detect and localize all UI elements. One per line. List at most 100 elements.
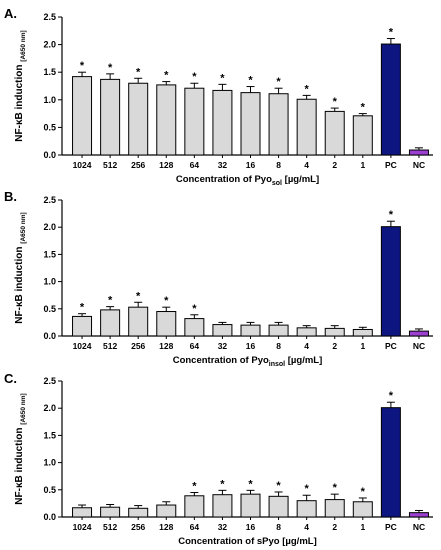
significance-star: * — [108, 295, 113, 307]
y-tick-label: 1.5 — [43, 430, 56, 440]
x-tick-label: 2 — [332, 341, 337, 351]
bar-16 — [240, 493, 261, 518]
significance-star: * — [136, 66, 141, 78]
significance-star: * — [108, 62, 113, 74]
bar-256 — [128, 306, 149, 337]
significance-star: * — [389, 209, 394, 221]
y-tick-label: 0.5 — [43, 304, 56, 314]
bar-16 — [240, 324, 261, 337]
x-tick-label: 8 — [276, 160, 281, 170]
bar-128 — [156, 84, 177, 156]
bar-1 — [352, 115, 373, 156]
y-tick-label: 0.5 — [43, 485, 56, 495]
x-tick-label: 1024 — [73, 341, 92, 351]
x-axis-label: Concentration of Pyoinsol [µg/mL] — [173, 355, 323, 368]
bar-16 — [240, 92, 261, 156]
panel-label: B. — [4, 189, 17, 204]
x-tick-label: 512 — [103, 522, 117, 532]
chart-panel-1: A. 0.0 0.5 1.0 1.5 2.0 2.5 NF-κB induction [A65… — [4, 6, 433, 187]
bar-2 — [324, 110, 345, 156]
significance-star: * — [164, 70, 169, 82]
x-tick-label: NC — [413, 341, 425, 351]
significance-star: * — [192, 481, 197, 493]
x-axis-label: Concentration of sPyo [µg/mL] — [178, 536, 316, 547]
panel-label: C. — [4, 371, 17, 386]
significance-star: * — [192, 71, 197, 83]
panel-label: A. — [4, 6, 17, 21]
x-tick-label: 32 — [218, 341, 228, 351]
bar-2 — [324, 327, 345, 337]
x-tick-label: NC — [413, 522, 425, 532]
significance-star: * — [333, 482, 338, 494]
y-axis-label: NF-κB induction [A650 nm] — [14, 393, 27, 504]
bar-512 — [100, 78, 121, 156]
x-tick-label: NC — [413, 160, 425, 170]
bar-4 — [296, 500, 317, 518]
x-tick-label: 32 — [218, 160, 228, 170]
bar-64 — [184, 318, 205, 337]
bar-1024 — [72, 76, 93, 156]
significance-star: * — [276, 76, 281, 88]
bar-32 — [212, 89, 233, 156]
bar-4 — [296, 98, 317, 156]
significance-star: * — [389, 390, 394, 402]
bar-128 — [156, 504, 177, 518]
chart-panel-3: C. 0.0 0.5 1.0 1.5 2.0 2.5 NF-κB induction [A65… — [4, 371, 433, 547]
x-tick-label: 16 — [246, 522, 256, 532]
bar-128 — [156, 311, 177, 337]
y-tick-label: 1.5 — [43, 67, 56, 77]
chart-panel-2: B. 0.0 0.5 1.0 1.5 2.0 2.5 NF-κB induction [A65… — [4, 189, 433, 368]
x-axis-label: Concentration of Pyosol [µg/mL] — [176, 174, 319, 187]
significance-star: * — [248, 478, 253, 490]
bar-512 — [100, 309, 121, 337]
bar-64 — [184, 495, 205, 518]
bar-PC — [380, 43, 401, 156]
x-tick-label: 4 — [304, 522, 309, 532]
bar-64 — [184, 87, 205, 156]
bar-256 — [128, 507, 149, 518]
y-tick-label: 2.5 — [43, 12, 56, 22]
bar-32 — [212, 324, 233, 337]
significance-star: * — [361, 486, 366, 498]
x-tick-label: 16 — [246, 341, 256, 351]
bar-1 — [352, 328, 373, 337]
significance-star: * — [248, 75, 253, 87]
x-tick-label: 1 — [360, 522, 365, 532]
x-tick-label: 128 — [159, 522, 173, 532]
y-tick-label: 2.0 — [43, 40, 56, 50]
bar-2 — [324, 499, 345, 518]
x-tick-label: PC — [385, 341, 397, 351]
bar-4 — [296, 327, 317, 337]
x-tick-label: 64 — [190, 522, 200, 532]
bar-1024 — [72, 315, 93, 337]
bar-NC — [408, 512, 429, 518]
bar-NC — [408, 149, 429, 156]
bar-8 — [268, 324, 289, 337]
x-tick-label: 16 — [246, 160, 256, 170]
bar-PC — [380, 407, 401, 518]
x-tick-label: 4 — [304, 160, 309, 170]
bar-8 — [268, 93, 289, 156]
y-axis-label: NF-κB induction [A650 nm] — [14, 30, 27, 141]
x-tick-label: 256 — [131, 341, 145, 351]
bar-1 — [352, 501, 373, 518]
significance-star: * — [136, 290, 141, 302]
x-tick-label: 64 — [190, 160, 200, 170]
y-tick-label: 0.0 — [43, 150, 56, 160]
bar-512 — [100, 506, 121, 518]
y-tick-label: 0.5 — [43, 122, 56, 132]
significance-star: * — [305, 83, 310, 95]
x-tick-label: 128 — [159, 160, 173, 170]
bar-8 — [268, 495, 289, 518]
x-tick-label: 256 — [131, 160, 145, 170]
y-tick-label: 2.0 — [43, 403, 56, 413]
x-tick-label: 8 — [276, 522, 281, 532]
y-tick-label: 0.0 — [43, 331, 56, 341]
bar-NC — [408, 330, 429, 337]
significance-star: * — [192, 303, 197, 315]
x-tick-label: 64 — [190, 341, 200, 351]
y-tick-label: 1.0 — [43, 95, 56, 105]
significance-star: * — [333, 96, 338, 108]
y-tick-label: 1.0 — [43, 277, 56, 287]
